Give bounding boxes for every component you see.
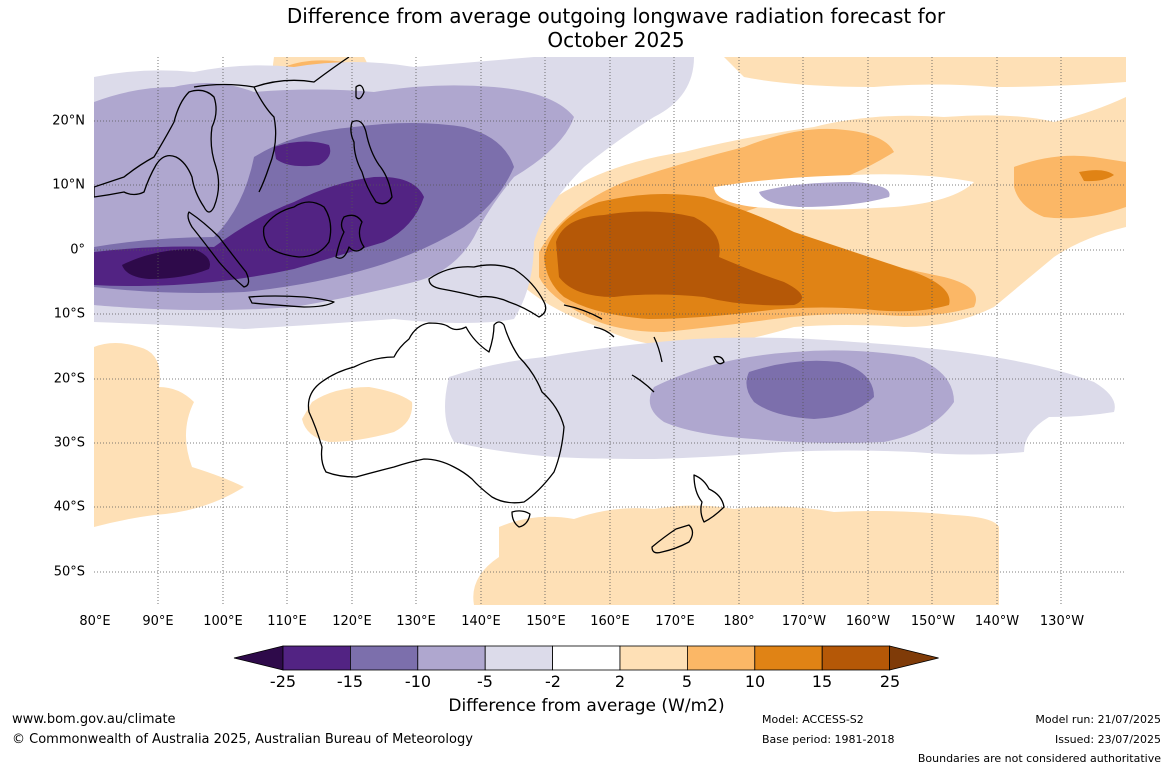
lon-label-150w: 150°W <box>910 614 956 629</box>
anomaly-orange-southern-ocean <box>473 505 999 605</box>
lon-label-170w: 170°W <box>781 614 827 629</box>
colorbar-swatch-4 <box>484 645 553 671</box>
anomaly-purple-deep-north <box>274 141 331 167</box>
coast-solomon <box>563 304 615 338</box>
anomaly-orange-australia <box>302 387 413 442</box>
coast-fiji <box>713 355 725 365</box>
lat-label-40s: 40°S <box>53 499 85 515</box>
coast-new-zealand-south <box>651 524 694 554</box>
colorbar-swatch-3 <box>417 645 486 671</box>
colorbar-swatch-2 <box>350 645 419 671</box>
lon-label-110e: 110°E <box>267 614 307 629</box>
lon-label-160e: 160°E <box>590 614 630 629</box>
title-line-1: Difference from average outgoing longwav… <box>286 4 946 28</box>
coast-sumatra <box>187 211 250 288</box>
lon-label-100e: 100°E <box>203 614 243 629</box>
anomaly-purple-extreme <box>122 249 210 279</box>
lon-label-90e: 90°E <box>142 614 174 629</box>
coastlines <box>94 57 725 554</box>
lat-label-0: 0° <box>70 242 85 258</box>
coast-vanuatu <box>653 336 663 363</box>
footer-url[interactable]: www.bom.gov.au/climate <box>12 712 176 727</box>
coast-borneo <box>262 201 332 258</box>
colorbar-tick-6: 5 <box>681 672 693 691</box>
title-line-2: October 2025 <box>547 28 685 52</box>
colorbar-label: Difference from average (W/m2) <box>448 696 725 716</box>
anomaly-orange-strong-east <box>1079 170 1114 182</box>
lat-label-20n: 20°N <box>52 113 85 129</box>
colorbar-extend-high <box>889 645 939 671</box>
footer-model: Model: ACCESS-S2 <box>762 713 864 726</box>
colorbar-swatch-8 <box>754 645 823 671</box>
colorbar-tick-4: -2 <box>545 672 561 691</box>
colorbar-tick-1: -15 <box>336 672 364 691</box>
colorbar-tick-7: 10 <box>744 672 766 691</box>
colorbar-extend-low <box>233 645 284 671</box>
footer-model-run: Model run: 21/07/2025 <box>1035 713 1161 726</box>
coast-new-zealand-north <box>693 474 725 523</box>
colorbar-swatch-9 <box>821 645 891 671</box>
lat-label-10n: 10°N <box>52 177 85 193</box>
coast-philippines <box>350 120 393 205</box>
anomaly-orange-medium-east <box>1014 155 1126 219</box>
anomaly-purple-light-pacific-patch <box>759 182 890 207</box>
anomaly-purple-medium-southpacific <box>746 360 874 419</box>
colorbar-swatch-7 <box>686 645 756 671</box>
coast-java <box>248 295 335 308</box>
colorbar-swatch-1 <box>282 645 351 671</box>
footer-copyright: © Commonwealth of Australia 2025, Austra… <box>12 732 473 747</box>
lon-label-120e: 120°E <box>332 614 372 629</box>
footer-boundaries-note: Boundaries are not considered authoritat… <box>917 752 1161 765</box>
colorbar-swatches <box>233 645 939 671</box>
colorbar-swatch-6 <box>619 645 688 671</box>
anomaly-orange-south-indian <box>94 343 244 527</box>
lon-label-160w: 160°W <box>845 614 891 629</box>
lon-label-130w: 130°W <box>1039 614 1085 629</box>
coast-new-guinea <box>428 264 547 318</box>
anomaly-orange-light-north <box>724 57 1126 87</box>
lon-label-180: 180° <box>723 614 755 629</box>
colorbar-swatch-5 <box>552 645 621 671</box>
lat-label-20s: 20°S <box>53 371 85 387</box>
footer-issued: Issued: 23/07/2025 <box>1054 733 1161 746</box>
coast-new-caledonia <box>631 374 655 393</box>
chart-title: Difference from average outgoing longwav… <box>0 4 1173 52</box>
colorbar-tick-2: -10 <box>404 672 432 691</box>
lat-label-50s: 50°S <box>53 564 85 580</box>
footer-base-period: Base period: 1981-2018 <box>762 733 895 746</box>
coast-tasmania <box>511 510 531 528</box>
lon-label-140w: 140°W <box>974 614 1020 629</box>
ocean-map <box>94 57 1126 605</box>
coast-australia <box>307 321 565 504</box>
coast-southeast-asia <box>94 89 220 213</box>
lat-label-30s: 30°S <box>53 435 85 451</box>
colorbar-tick-8: 15 <box>811 672 833 691</box>
colorbar-tick-0: -25 <box>269 672 297 691</box>
lon-label-170e: 170°E <box>655 614 695 629</box>
coast-taiwan <box>355 84 365 100</box>
colorbar <box>233 645 939 671</box>
lon-label-150e: 150°E <box>526 614 566 629</box>
anomaly-orange-very-strong <box>556 211 802 306</box>
coast-sulawesi <box>335 214 365 259</box>
coast-china <box>193 57 350 193</box>
graticule <box>94 57 1126 605</box>
lat-label-10s: 10°S <box>53 306 85 322</box>
colorbar-tick-9: 25 <box>879 672 901 691</box>
colorbar-tick-3: -5 <box>477 672 493 691</box>
lon-label-140e: 140°E <box>461 614 501 629</box>
lon-label-130e: 130°E <box>396 614 436 629</box>
colorbar-tick-5: 2 <box>614 672 626 691</box>
lon-label-80e: 80°E <box>79 614 111 629</box>
